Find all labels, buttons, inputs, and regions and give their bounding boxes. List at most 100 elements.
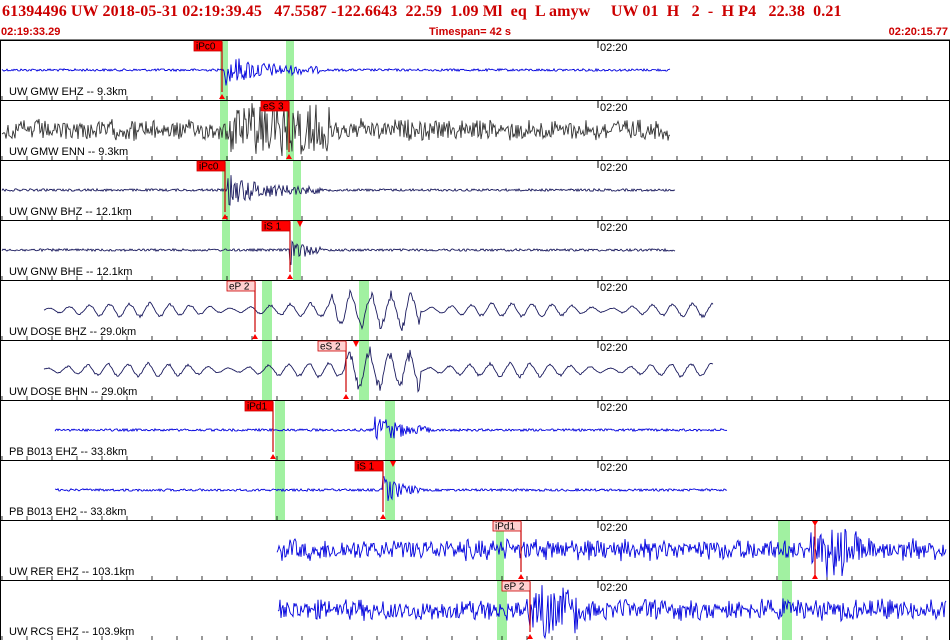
pick-label: eP 2 bbox=[504, 582, 525, 593]
phase-marker-band bbox=[275, 461, 285, 520]
pick-flag-box[interactable] bbox=[261, 220, 291, 232]
channel-label: UW DOSE BHN -- 29.0km bbox=[9, 386, 137, 398]
pick-top-triangle-icon bbox=[812, 521, 818, 526]
phase-marker-band bbox=[222, 221, 230, 280]
pick-triangle-icon bbox=[219, 94, 225, 99]
phase-marker-band bbox=[286, 101, 294, 160]
pick-flag-box[interactable] bbox=[226, 280, 256, 292]
time-tick-label: 02:20 bbox=[600, 222, 628, 234]
pick-label: iPd1 bbox=[495, 522, 515, 533]
phase-marker-band bbox=[385, 461, 395, 520]
waveform-trace bbox=[43, 346, 714, 393]
pick-flag-box[interactable] bbox=[196, 160, 226, 172]
pick-label: eP 2 bbox=[229, 282, 250, 293]
pick-label: iPd1 bbox=[247, 402, 267, 413]
time-tick-label: 02:20 bbox=[600, 102, 628, 114]
pick-flag[interactable]: iS 1 bbox=[354, 460, 384, 473]
header-bar: 61394496 UW 2018-05-31 02:19:39.45 47.55… bbox=[0, 0, 950, 40]
pick-top-triangle-icon bbox=[390, 461, 396, 467]
waveform-trace bbox=[43, 288, 714, 331]
phase-marker-band bbox=[262, 341, 272, 400]
pick-flag-box[interactable] bbox=[260, 100, 290, 112]
time-tick-label: 02:20 bbox=[600, 522, 628, 534]
pick-flag[interactable]: eP 2 bbox=[501, 580, 531, 593]
pick-triangle-icon bbox=[270, 454, 276, 459]
channel-row[interactable]: 02:20 eP 2 UW RCS EHZ -- 103.9km bbox=[0, 580, 950, 640]
pick-top-triangle-icon bbox=[353, 341, 359, 347]
channel-row[interactable]: 02:20 eS 3 UW GMW ENN -- 9.3km bbox=[0, 100, 950, 161]
pick-flag-box[interactable] bbox=[317, 340, 347, 352]
end-time: 02:20:15.77 bbox=[888, 26, 948, 38]
start-time: 02:19:33.29 bbox=[1, 26, 61, 38]
channel-label: UW RCS EHZ -- 103.9km bbox=[9, 626, 134, 638]
phase-marker-band bbox=[262, 281, 272, 340]
pick-triangle-icon bbox=[252, 334, 258, 339]
channel-label: UW GNW BHZ -- 12.1km bbox=[9, 206, 132, 218]
timespan-label: Timespan= 42 s bbox=[429, 26, 512, 38]
pick-flag[interactable]: eP 2 bbox=[226, 280, 256, 293]
pick-flag-box[interactable] bbox=[354, 460, 384, 472]
pick-flag-box[interactable] bbox=[492, 520, 522, 532]
channel-row[interactable]: 02:20 eS 2 UW DOSE BHN -- 29.0km bbox=[0, 340, 950, 401]
phase-marker-band bbox=[293, 221, 301, 280]
phase-marker-band bbox=[220, 101, 228, 160]
phase-marker-band bbox=[496, 521, 504, 580]
waveform-trace bbox=[1, 103, 671, 157]
channel-frame bbox=[0, 280, 950, 341]
time-tick-label: 02:20 bbox=[600, 42, 628, 54]
pick-label: iS 1 bbox=[264, 222, 282, 233]
pick-label: iPc0 bbox=[199, 162, 219, 173]
channel-row[interactable]: 02:20 eP 2 UW DOSE BHZ -- 29.0km bbox=[0, 280, 950, 341]
channel-label: UW GNW BHE -- 12.1km bbox=[9, 266, 132, 278]
waveform-trace bbox=[277, 585, 947, 640]
channel-label: PB B013 EHZ -- 33.8km bbox=[9, 446, 127, 458]
pick-flag[interactable]: iPc0 bbox=[193, 40, 223, 53]
event-title: 61394496 UW 2018-05-31 02:19:39.45 47.55… bbox=[2, 3, 842, 20]
channel-row[interactable]: 02:20 iPd1 PB B013 EHZ -- 33.8km bbox=[0, 400, 950, 461]
pick-flag[interactable]: iPd1 bbox=[244, 400, 274, 413]
phase-marker-band bbox=[359, 281, 369, 340]
pick-flag-box[interactable] bbox=[244, 400, 274, 412]
time-tick-label: 02:20 bbox=[600, 342, 628, 354]
time-tick-label: 02:20 bbox=[600, 282, 628, 294]
pick-flag[interactable]: iPd1 bbox=[492, 520, 522, 533]
pick-label: iPc0 bbox=[196, 42, 216, 53]
waveform-trace bbox=[54, 416, 728, 441]
channel-label: UW GMW EHZ -- 9.3km bbox=[9, 86, 127, 98]
pick-triangle-icon bbox=[527, 634, 533, 639]
channel-row[interactable]: 02:20 iS 1 UW GNW BHE -- 12.1km bbox=[0, 220, 950, 281]
time-bar: 02:19:33.29 Timespan= 42 s 02:20:15.77 bbox=[0, 25, 950, 39]
waveform-trace bbox=[1, 175, 676, 206]
pick-label: eS 3 bbox=[263, 102, 284, 113]
phase-marker-band bbox=[782, 581, 792, 640]
pick-triangle-icon bbox=[222, 214, 228, 219]
phase-marker-band bbox=[778, 521, 790, 580]
pick-label: eS 2 bbox=[320, 342, 341, 353]
channel-label: UW DOSE BHZ -- 29.0km bbox=[9, 326, 136, 338]
pick-flag[interactable]: eS 3 bbox=[260, 100, 290, 113]
time-tick-label: 02:20 bbox=[600, 462, 628, 474]
pick-flag-box[interactable] bbox=[501, 580, 531, 592]
pick-triangle-icon bbox=[380, 514, 386, 519]
pick-flag[interactable]: iS 1 bbox=[261, 220, 291, 233]
channel-row[interactable]: 02:20 iPc0 UW GMW EHZ -- 9.3km bbox=[0, 40, 950, 101]
channel-row[interactable]: 02:20 iS 1 PB B013 EH2 -- 33.8km bbox=[0, 460, 950, 521]
waveform-trace bbox=[1, 58, 671, 86]
pick-triangle-icon bbox=[812, 574, 818, 579]
pick-flag-box[interactable] bbox=[193, 40, 223, 52]
channel-label: UW RER EHZ -- 103.1km bbox=[9, 566, 134, 578]
channel-row[interactable]: 02:20 iPc0 UW GNW BHZ -- 12.1km bbox=[0, 160, 950, 221]
time-tick-label: 02:20 bbox=[600, 162, 628, 174]
pick-flag[interactable]: eS 2 bbox=[317, 340, 347, 353]
channel-label: UW GMW ENN -- 9.3km bbox=[9, 146, 128, 158]
channel-label: PB B013 EH2 -- 33.8km bbox=[9, 506, 126, 518]
waveform-trace bbox=[54, 476, 728, 501]
channel-frame bbox=[0, 580, 950, 640]
pick-triangle-icon bbox=[287, 274, 293, 279]
time-tick-label: 02:20 bbox=[600, 582, 628, 594]
channel-row[interactable]: 02:20 iPd1 UW RER EHZ -- 103.1km bbox=[0, 520, 950, 581]
waveform-trace bbox=[1, 240, 676, 266]
pick-triangle-icon bbox=[286, 154, 292, 159]
pick-flag[interactable]: iPc0 bbox=[196, 160, 226, 173]
